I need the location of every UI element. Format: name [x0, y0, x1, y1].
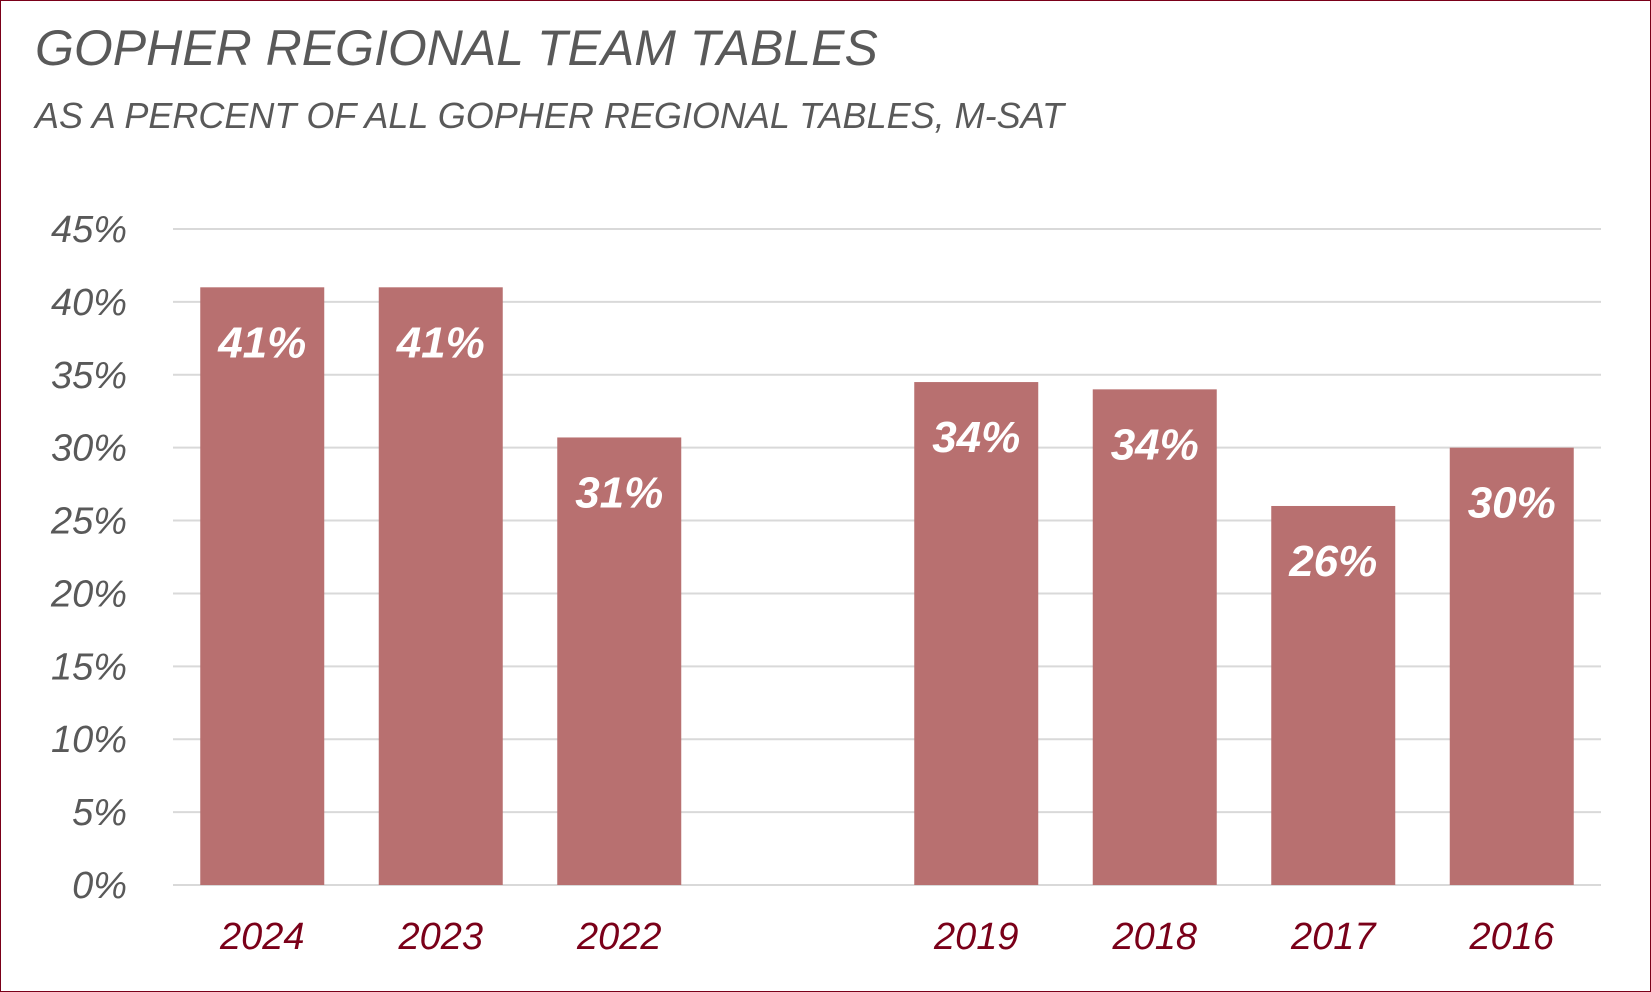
x-category-label-2017: 2017	[1290, 916, 1377, 958]
bar-2023	[378, 287, 503, 885]
data-label-2019: 34%	[932, 413, 1020, 462]
data-labels: 41% 41% 31% 34% 34% 26% 30%	[217, 318, 1556, 586]
bar-2019	[914, 382, 1039, 885]
y-axis-ticks: 0% 5% 10% 15% 20% 25% 30% 35% 40% 45%	[50, 209, 127, 907]
data-label-2016: 30%	[1468, 479, 1556, 528]
x-category-label-2022: 2022	[576, 916, 662, 958]
data-label-2024: 41%	[217, 318, 306, 367]
bar-2017	[1271, 505, 1396, 885]
x-category-label-2024: 2024	[219, 916, 305, 958]
chart-title: GOPHER REGIONAL TEAM TABLES	[35, 20, 878, 76]
y-tick-label: 30%	[51, 428, 127, 470]
x-category-label-2019: 2019	[933, 916, 1019, 958]
x-category-label-2016: 2016	[1468, 916, 1554, 958]
y-tick-label: 35%	[51, 355, 127, 397]
bar-2018	[1092, 389, 1217, 885]
y-tick-label: 25%	[50, 501, 127, 543]
bar-2016	[1449, 447, 1574, 885]
x-category-label-2018: 2018	[1111, 916, 1197, 958]
y-tick-label: 10%	[51, 719, 127, 761]
y-tick-label: 5%	[72, 792, 127, 834]
x-category-label-2023: 2023	[397, 916, 483, 958]
bar-2022	[557, 437, 682, 885]
y-tick-label: 15%	[51, 646, 127, 688]
y-tick-label: 0%	[72, 865, 127, 907]
y-tick-label: 45%	[51, 209, 127, 251]
bar-2024	[200, 287, 325, 885]
data-label-2023: 41%	[396, 318, 485, 367]
chart-subtitle: AS A PERCENT OF ALL GOPHER REGIONAL TABL…	[35, 95, 1064, 136]
data-label-2018: 34%	[1111, 420, 1199, 469]
y-tick-label: 20%	[50, 573, 127, 615]
y-tick-label: 40%	[51, 282, 127, 324]
x-axis-categories: 2024 2023 2022 2019 2018 2017 2016	[219, 916, 1555, 958]
data-label-2017: 26%	[1288, 537, 1377, 586]
bars	[200, 287, 1574, 885]
data-label-2022: 31%	[575, 468, 663, 517]
